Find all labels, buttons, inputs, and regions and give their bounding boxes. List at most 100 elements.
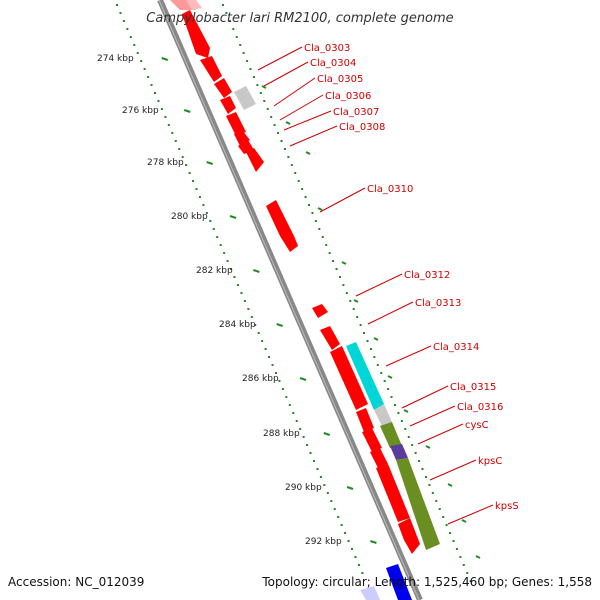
track-dot [297, 180, 300, 182]
gene-leader-line [367, 301, 414, 325]
track-dot [459, 556, 462, 558]
gene-label[interactable]: Cla_0310 [367, 184, 413, 195]
scale-dot [319, 476, 322, 478]
gene-label[interactable]: Cla_0305 [317, 74, 363, 85]
gene-leader-line [263, 61, 309, 87]
kbp-tick [161, 57, 169, 61]
scale-dot [257, 332, 260, 334]
scale-dot [261, 340, 264, 342]
gene-feature-kpsC-kpsS [396, 458, 440, 550]
gene-label[interactable]: Cla_0316 [457, 402, 503, 413]
scale-dot [288, 404, 291, 406]
accession-text: Accession: NC_012039 [8, 575, 144, 589]
track-tick [261, 85, 267, 89]
gene-leader-line [417, 423, 464, 445]
gene-feature-inner-long [376, 464, 410, 522]
track-dot [287, 156, 290, 158]
kbp-tick [276, 323, 283, 327]
track-dot [421, 468, 424, 470]
scale-dot [119, 12, 122, 14]
gene-leader-line [319, 187, 366, 213]
track-dot [232, 28, 235, 30]
backbone [157, 0, 423, 600]
gene-feature-cla0308 [246, 148, 264, 172]
track-dot [411, 444, 414, 446]
scale-dot [129, 36, 132, 38]
scale-dot [202, 204, 205, 206]
track-dot [235, 36, 238, 38]
gene-label[interactable]: Cla_0312 [404, 270, 450, 281]
track-dot [373, 356, 376, 358]
track-dot [228, 20, 231, 22]
track-dot [318, 228, 321, 230]
track-dot [259, 92, 262, 94]
track-dot [455, 548, 458, 550]
gene-labels: Cla_0303 Cla_0304 Cla_0305 Cla_0306 Cla_0307… [304, 43, 519, 512]
backbone-highlight [158, 0, 420, 600]
kbp-label: 278 kbp [147, 158, 184, 168]
gene-feature-bottom-faint [360, 586, 380, 600]
track-dot [308, 204, 310, 206]
track-dot [225, 12, 228, 14]
scale-dot [164, 116, 167, 118]
track-dot [270, 116, 273, 118]
scale-dot [192, 180, 195, 182]
scale-dot [195, 188, 198, 190]
gene-label[interactable]: Cla_0313 [415, 298, 461, 309]
track-dot [273, 124, 276, 126]
track-tick [373, 337, 379, 341]
scale-dot [299, 428, 302, 430]
gene-feature-cla0307 [226, 112, 246, 136]
gene-feature-cla0313 [320, 326, 340, 350]
gene-label[interactable]: cysC [465, 420, 489, 431]
scale-dot [116, 4, 118, 6]
gene-leader-line [355, 273, 403, 297]
gene-leader-line [409, 405, 456, 427]
gene-label[interactable]: Cla_0304 [310, 58, 356, 69]
gene-label[interactable]: kpsC [478, 456, 502, 467]
track-dot [394, 404, 396, 406]
scale-dot [181, 156, 184, 158]
scale-dot [306, 444, 309, 446]
scale-dot [351, 548, 354, 550]
scale-dot [140, 60, 143, 62]
scale-dot [337, 516, 340, 518]
gene-label[interactable]: Cla_0314 [433, 342, 479, 353]
track-dot [263, 100, 266, 102]
scale-dot [323, 484, 326, 486]
scale-dot [243, 300, 246, 302]
track-tick [353, 299, 359, 303]
track-dot [445, 524, 448, 526]
gene-label[interactable]: Cla_0315 [450, 382, 496, 393]
gene-feature-cla0305a [214, 78, 232, 98]
gene-label[interactable]: Cla_0307 [333, 107, 379, 118]
track-dot [246, 60, 249, 62]
kbp-tick [229, 215, 237, 219]
scale-dot [285, 396, 288, 398]
scale-dot [264, 348, 267, 350]
kbp-label: 276 kbp [122, 106, 159, 116]
gene-feature-inner-end [398, 518, 420, 554]
gene-leader-line [289, 125, 338, 147]
track-dot [431, 492, 434, 494]
track-dot [352, 308, 355, 310]
inner-scale [116, 4, 364, 574]
scale-dot [309, 452, 312, 454]
track-dot [383, 380, 386, 382]
gene-label[interactable]: Cla_0306 [325, 91, 371, 102]
kbp-tick [253, 269, 260, 273]
track-dot [345, 292, 348, 294]
kbp-label: 286 kbp [242, 374, 279, 384]
scale-dot [226, 260, 229, 262]
track-dot [280, 140, 283, 142]
gene-label[interactable]: kpsS [495, 501, 519, 512]
track-tick [387, 375, 393, 379]
gene-label[interactable]: Cla_0303 [304, 43, 350, 54]
scale-dot [268, 356, 271, 358]
gene-label[interactable]: Cla_0308 [339, 122, 385, 133]
gene-feature-purple [390, 444, 408, 460]
scale-dot [247, 308, 250, 310]
scale-dot [178, 148, 181, 150]
scale-dot [188, 172, 191, 174]
